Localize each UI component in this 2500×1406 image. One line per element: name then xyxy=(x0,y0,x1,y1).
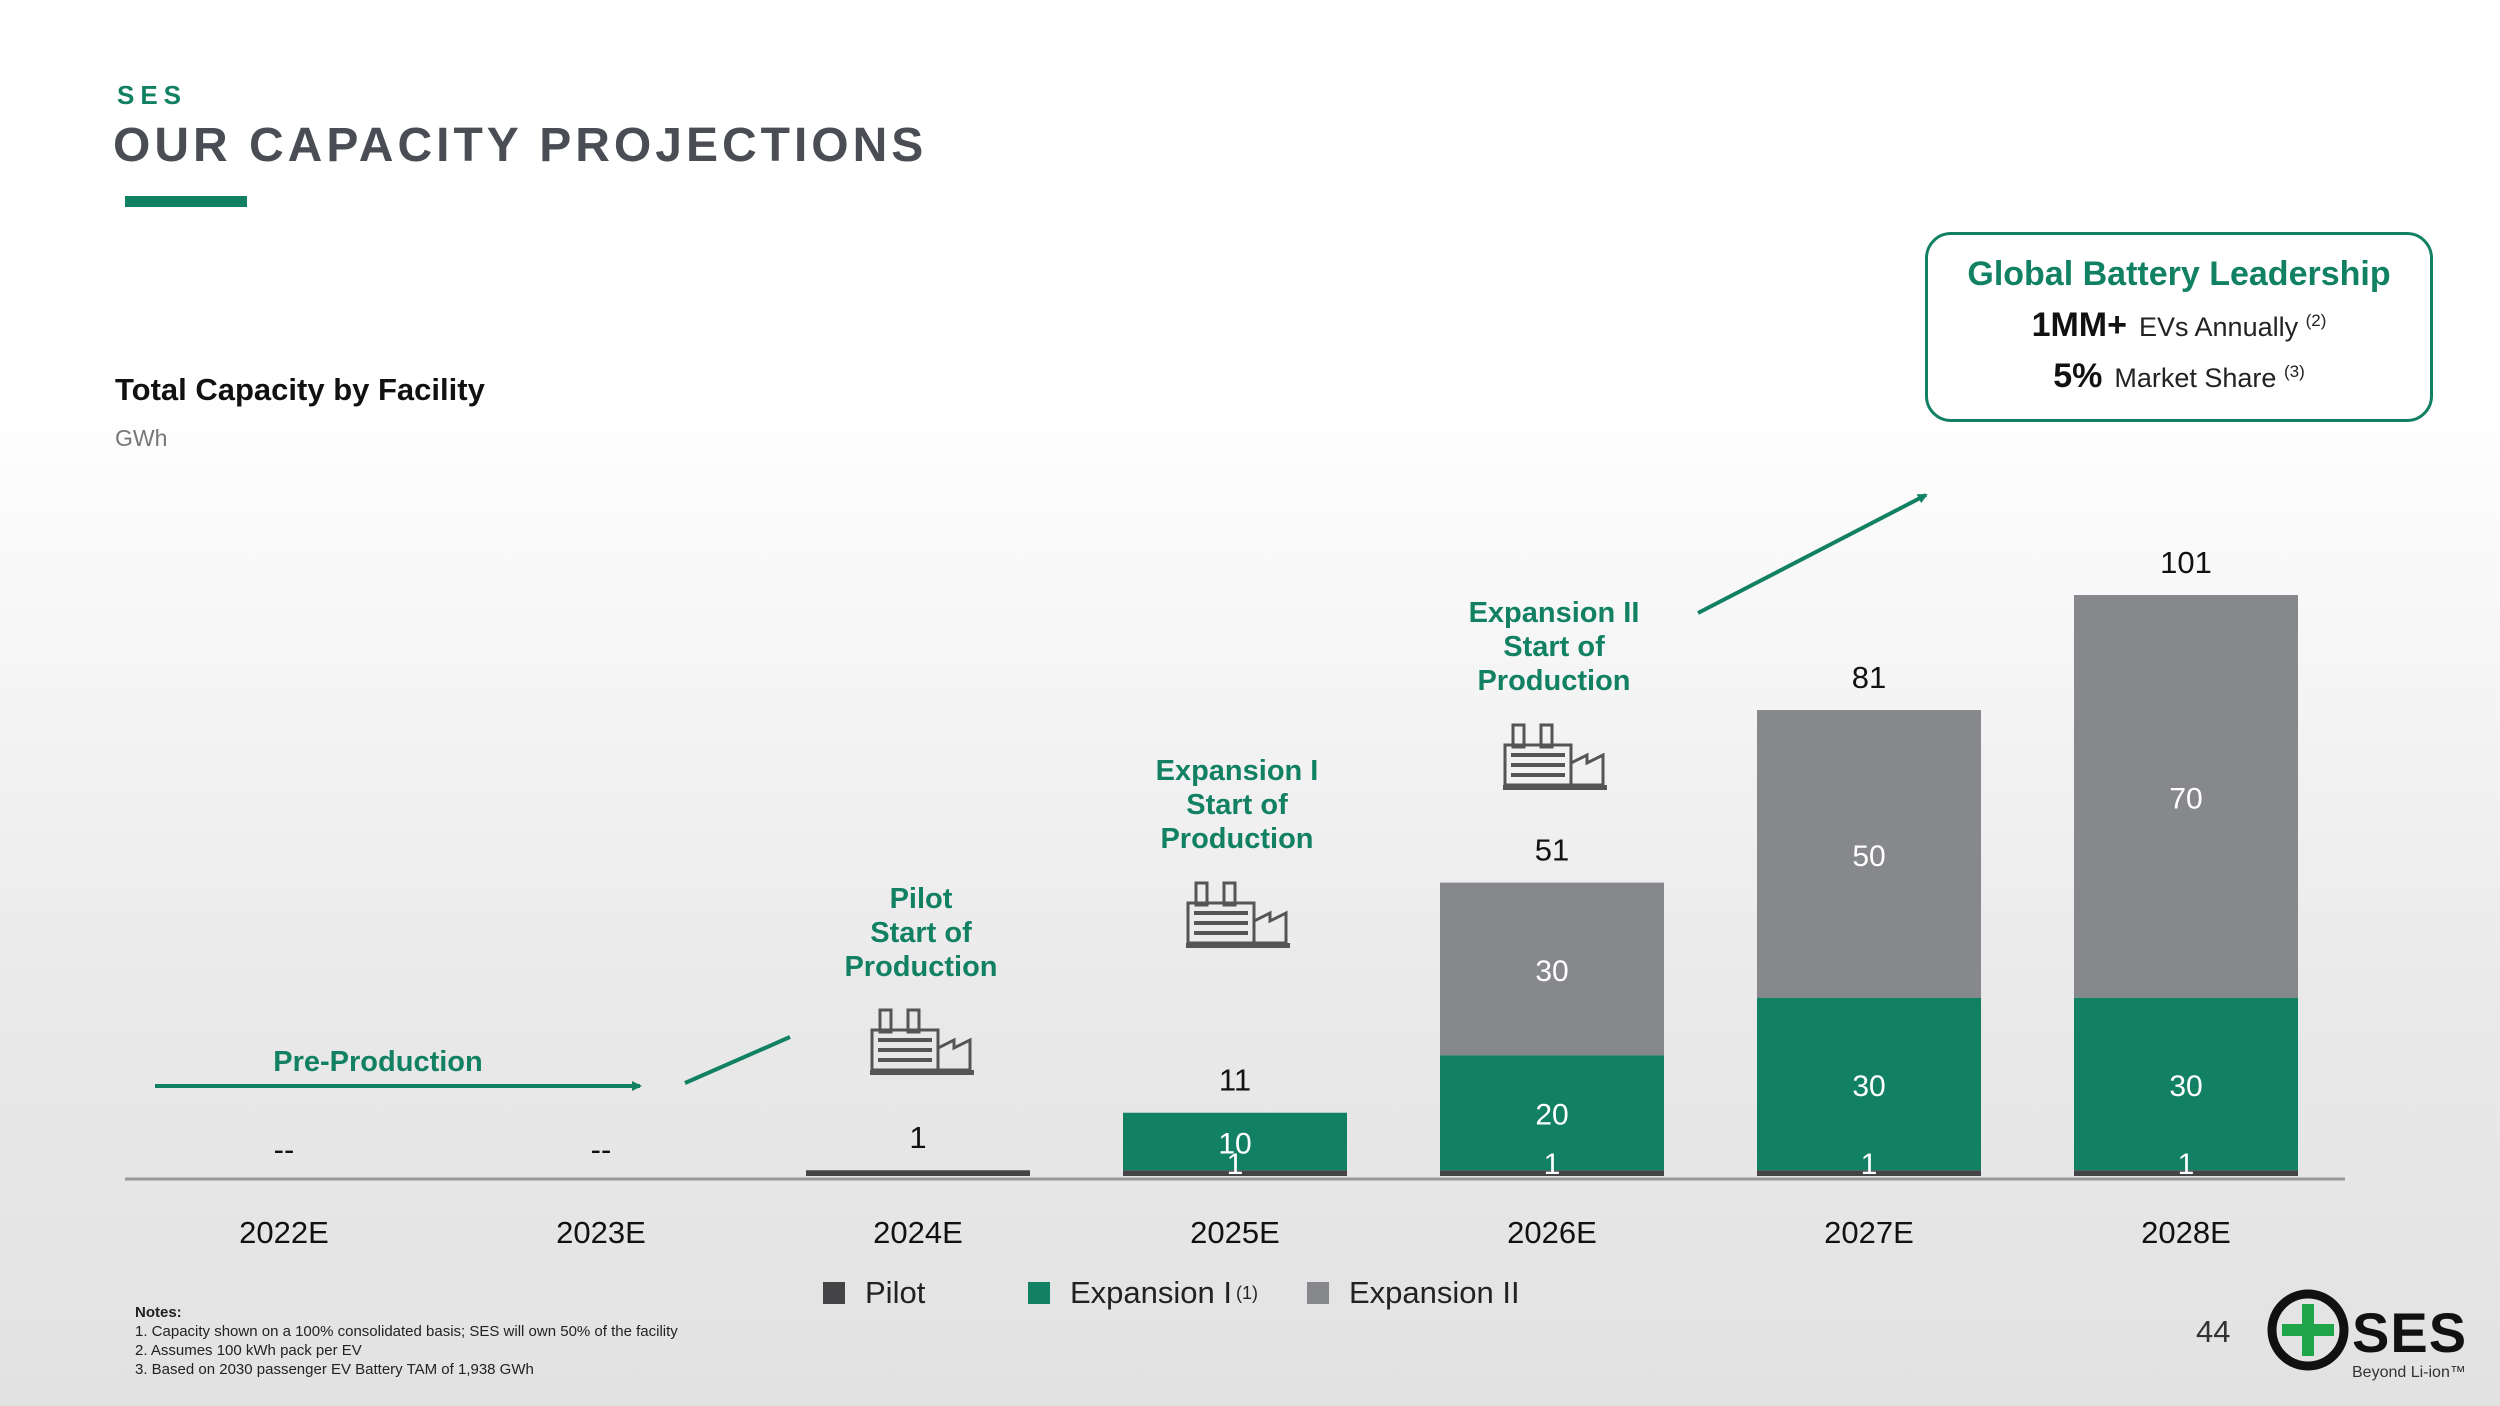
legend-item-expansion-2: Expansion II xyxy=(1307,1275,1520,1311)
total-label-2022e: -- xyxy=(274,1132,295,1167)
bars-layer xyxy=(806,595,2298,1176)
note-item: 3. Based on 2030 passenger EV Battery TA… xyxy=(135,1361,534,1378)
segment-label-pilot-2026e: 1 xyxy=(1544,1148,1561,1181)
bar-expansion-i-2026e xyxy=(1440,1055,1664,1171)
chart-unit: GWh xyxy=(115,425,168,451)
bar-expansion-ii-2026e xyxy=(1440,882,1664,1056)
pre-production-label: Pre-Production xyxy=(273,1046,482,1078)
page-number: 44 xyxy=(2196,1314,2231,1349)
callout-label: EVs Annually xyxy=(2139,312,2299,342)
factory-icon xyxy=(1184,881,1292,950)
total-label-2024e: 1 xyxy=(909,1120,926,1155)
factory-icon xyxy=(868,1008,976,1077)
bar-expansion-i-2028e xyxy=(2074,997,2298,1171)
category-label-2024e: 2024E xyxy=(873,1215,963,1250)
category-label-2026e: 2026E xyxy=(1507,1215,1597,1250)
category-label-2023e: 2023E xyxy=(556,1215,646,1250)
total-label-2026e: 51 xyxy=(1535,833,1569,868)
pilot-connector-line xyxy=(684,1035,791,1085)
callout-label: Market Share xyxy=(2114,363,2277,393)
legend-footnote: (1) xyxy=(1236,1282,1258,1303)
expansion1-annotation-line3: Production xyxy=(1160,823,1313,855)
category-label-2025e: 2025E xyxy=(1190,1215,1280,1250)
bar-expansion-ii-2027e xyxy=(1757,710,1981,998)
segment-label-pilot-2027e: 1 xyxy=(1861,1148,1878,1181)
segment-label-expansion-ii-2027e: 50 xyxy=(1852,840,1885,873)
bar-pilot-2024e xyxy=(806,1170,1030,1176)
factory-icon xyxy=(1501,723,1609,792)
category-label-2028e: 2028E xyxy=(2141,1215,2231,1250)
legend-label: Expansion I xyxy=(1070,1275,1232,1310)
expansion2-annotation-line2: Start of xyxy=(1503,631,1605,663)
total-label-2023e: -- xyxy=(591,1132,612,1167)
callout-footnote: (2) xyxy=(2305,311,2327,330)
category-labels: 2022E 2023E 2024E 2025E 2026E 2027E 2028E xyxy=(239,1215,2231,1250)
legend-swatch-expansion-2 xyxy=(1307,1282,1329,1304)
pilot-annotation-line1: Pilot xyxy=(890,883,953,915)
expansion2-annotation-line1: Expansion II xyxy=(1469,597,1640,629)
expansion1-annotation-line1: Expansion I xyxy=(1156,755,1319,787)
segment-label-expansion-i-2026e: 20 xyxy=(1535,1099,1568,1132)
segment-label-pilot-2025e: 1 xyxy=(1227,1148,1244,1181)
notes-title: Notes: xyxy=(135,1304,182,1321)
callout-row-evs: 1MM+ EVs Annually (2) xyxy=(1928,306,2430,345)
bar-pilot-2028e xyxy=(2074,1170,2298,1176)
note-item: 1. Capacity shown on a 100% consolidated… xyxy=(135,1323,678,1340)
global-leadership-callout: Global Battery Leadership 1MM+ EVs Annual… xyxy=(1925,232,2433,422)
segment-label-expansion-ii-2028e: 70 xyxy=(2169,782,2202,815)
notes: Notes: 1. Capacity shown on a 100% conso… xyxy=(135,1303,678,1379)
leadership-arrow xyxy=(1697,493,1928,615)
total-label-2028e: 101 xyxy=(2160,545,2212,580)
chart-title: Total Capacity by Facility xyxy=(115,372,485,407)
legend-swatch-pilot xyxy=(823,1282,845,1304)
callout-title: Global Battery Leadership xyxy=(1967,255,2391,293)
legend-item-expansion-1: Expansion I (1) xyxy=(1028,1275,1258,1311)
callout-row-share: 5% Market Share (3) xyxy=(1928,357,2430,396)
legend-swatch-expansion-1 xyxy=(1028,1282,1050,1304)
segment-label-expansion-i-2028e: 30 xyxy=(2169,1070,2202,1103)
total-label-2027e: 81 xyxy=(1852,660,1886,695)
expansion2-annotation-line3: Production xyxy=(1477,665,1630,697)
bar-expansion-i-2027e xyxy=(1757,997,1981,1171)
note-item: 2. Assumes 100 kWh pack per EV xyxy=(135,1342,362,1359)
category-label-2022e: 2022E xyxy=(239,1215,329,1250)
legend-item-pilot: Pilot xyxy=(823,1275,925,1311)
category-label-2027e: 2027E xyxy=(1824,1215,1914,1250)
logo-wordmark: SES xyxy=(2352,1301,2468,1364)
bar-pilot-2027e xyxy=(1757,1170,1981,1176)
callout-value: 5% xyxy=(2053,357,2103,395)
segment-label-pilot-2028e: 1 xyxy=(2178,1148,2195,1181)
segment-label-expansion-i-2027e: 30 xyxy=(1852,1070,1885,1103)
segment-label-expansion-i-2025e: 10 xyxy=(1218,1127,1251,1160)
callout-value: 1MM+ xyxy=(2031,306,2127,344)
pilot-annotation-line2: Start of xyxy=(870,917,972,949)
legend-label: Pilot xyxy=(865,1275,926,1310)
logo-tagline: Beyond Li-ion™ xyxy=(2352,1364,2466,1381)
page-title: OUR CAPACITY PROJECTIONS xyxy=(113,119,928,172)
title-underline xyxy=(125,196,247,207)
total-label-2025e: 11 xyxy=(1219,1063,1251,1098)
bar-pilot-2026e xyxy=(1440,1170,1664,1176)
legend-label: Expansion II xyxy=(1349,1275,1520,1310)
bar-pilot-2025e xyxy=(1123,1170,1347,1176)
segment-label-expansion-ii-2026e: 30 xyxy=(1535,955,1568,988)
ses-logo-icon xyxy=(2267,1289,2349,1371)
callout-footnote: (3) xyxy=(2283,362,2305,381)
bar-expansion-ii-2028e xyxy=(2074,595,2298,998)
brand-kicker: SES xyxy=(117,80,188,110)
bar-expansion-i-2025e xyxy=(1123,1112,1347,1171)
pilot-annotation-line3: Production xyxy=(844,951,997,983)
expansion1-annotation-line2: Start of xyxy=(1186,789,1288,821)
